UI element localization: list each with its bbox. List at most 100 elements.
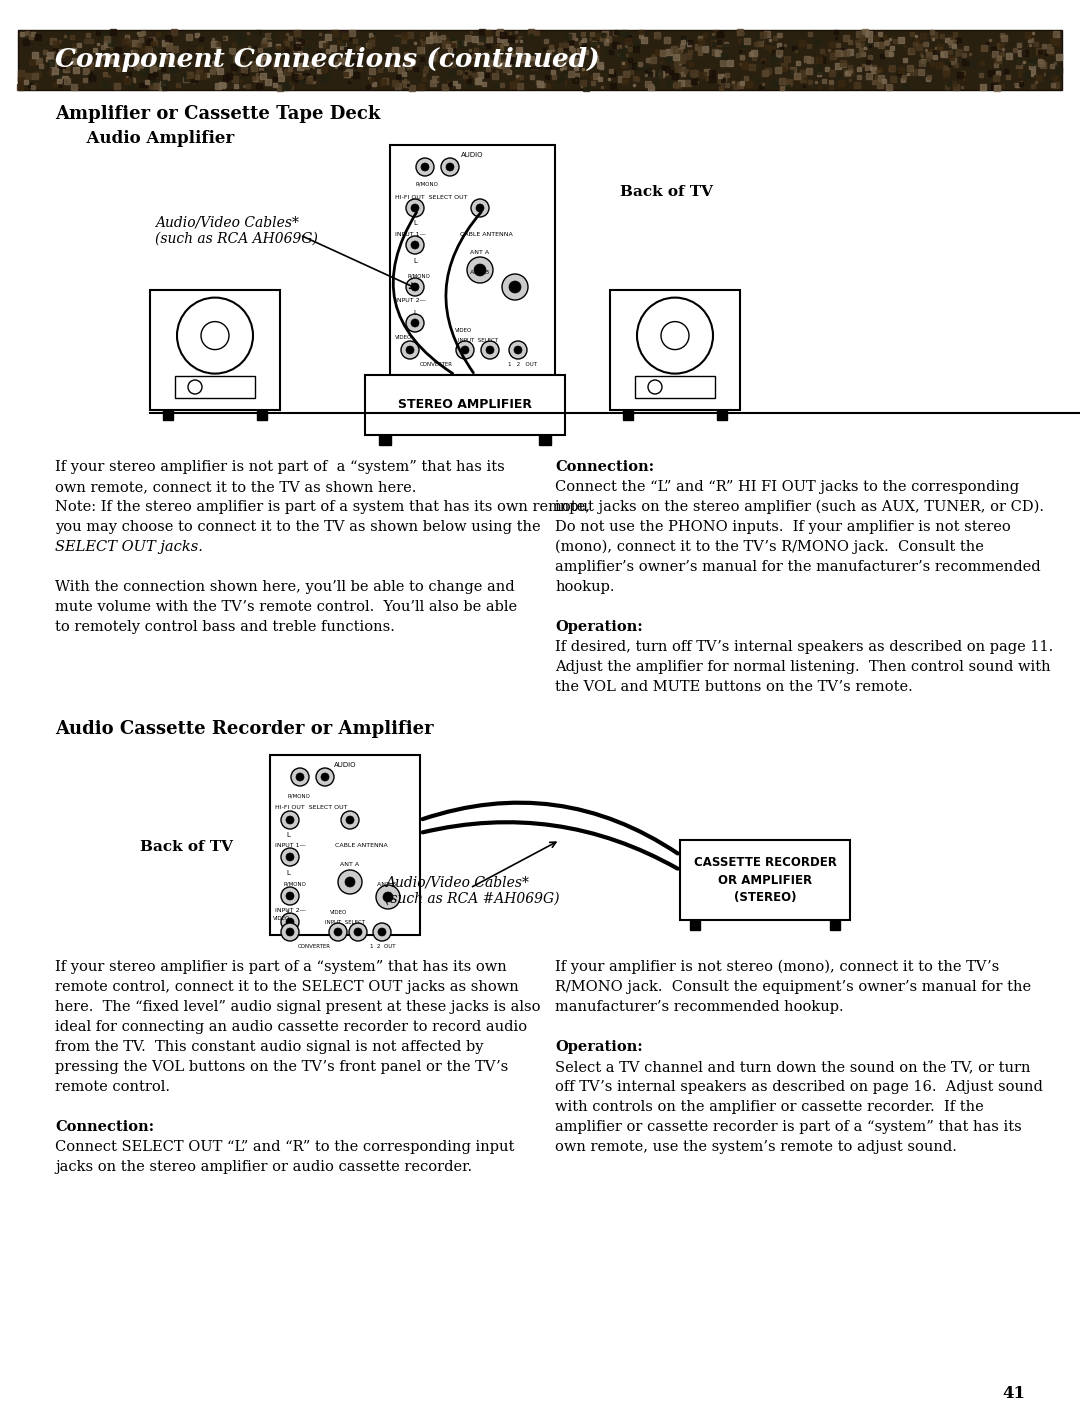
Circle shape (188, 380, 202, 395)
Text: Connect the “L” and “R” HI FI OUT jacks to the corresponding: Connect the “L” and “R” HI FI OUT jacks … (555, 480, 1020, 494)
Circle shape (411, 319, 419, 327)
Bar (150, 291, 280, 410)
Text: INPUT 1—: INPUT 1— (275, 842, 306, 848)
Circle shape (329, 922, 347, 941)
Text: Audio/Video Cables*
(such as RCA AH069G): Audio/Video Cables* (such as RCA AH069G) (156, 215, 318, 246)
Text: Back of TV: Back of TV (140, 840, 233, 854)
Circle shape (456, 341, 474, 359)
Circle shape (354, 928, 362, 936)
Circle shape (376, 885, 400, 908)
Bar (690, 920, 700, 929)
Circle shape (341, 812, 359, 828)
Text: VIDEO: VIDEO (273, 915, 291, 921)
Circle shape (416, 159, 434, 176)
Circle shape (349, 922, 367, 941)
Circle shape (281, 922, 299, 941)
Circle shape (177, 298, 253, 373)
Text: you may choose to connect it to the TV as shown below using the: you may choose to connect it to the TV a… (55, 519, 541, 534)
Circle shape (446, 163, 454, 171)
Circle shape (474, 264, 486, 277)
FancyArrowPatch shape (422, 823, 677, 869)
Text: L: L (286, 833, 289, 838)
Circle shape (471, 199, 489, 218)
Bar (365, 375, 565, 435)
Circle shape (378, 928, 386, 936)
Circle shape (296, 774, 303, 781)
Text: pressing the VOL buttons on the TV’s front panel or the TV’s: pressing the VOL buttons on the TV’s fro… (55, 1060, 509, 1074)
Text: VIDEO: VIDEO (455, 329, 472, 333)
Bar (163, 410, 173, 420)
Text: 1   2   OUT: 1 2 OUT (508, 362, 537, 366)
Text: remote control, connect it to the SELECT OUT jacks as shown: remote control, connect it to the SELECT… (55, 980, 518, 994)
FancyArrowPatch shape (422, 803, 678, 854)
Circle shape (334, 928, 342, 936)
Bar (635, 376, 715, 397)
FancyArrowPatch shape (446, 212, 482, 372)
Circle shape (411, 204, 419, 212)
Circle shape (406, 236, 424, 254)
Circle shape (286, 816, 294, 824)
Circle shape (637, 298, 713, 373)
Text: With the connection shown here, you’ll be able to change and: With the connection shown here, you’ll b… (55, 580, 515, 594)
Text: 1  2  OUT: 1 2 OUT (370, 943, 395, 949)
Circle shape (286, 854, 294, 861)
Text: If your stereo amplifier is not part of  a “system” that has its: If your stereo amplifier is not part of … (55, 461, 504, 475)
FancyArrowPatch shape (393, 212, 453, 373)
Circle shape (514, 345, 522, 354)
Text: Component Connections (continued): Component Connections (continued) (55, 48, 599, 73)
Text: L: L (413, 258, 417, 264)
Text: own remote, connect it to the TV as shown here.: own remote, connect it to the TV as show… (55, 480, 417, 494)
Text: Note: If the stereo amplifier is part of a system that has its own remote,: Note: If the stereo amplifier is part of… (55, 500, 590, 514)
Circle shape (291, 768, 309, 786)
Bar (379, 435, 391, 445)
Circle shape (476, 204, 484, 212)
Text: SELECT OUT jacks.: SELECT OUT jacks. (55, 541, 203, 555)
Text: Do not use the PHONO inputs.  If your amplifier is not stereo: Do not use the PHONO inputs. If your amp… (555, 519, 1011, 534)
Circle shape (661, 322, 689, 350)
Circle shape (467, 257, 492, 284)
Text: ANT B: ANT B (377, 882, 396, 887)
Text: CASSETTE RECORDER
OR AMPLIFIER
(STEREO): CASSETTE RECORDER OR AMPLIFIER (STEREO) (693, 856, 836, 904)
Text: VIDEO: VIDEO (395, 336, 413, 340)
Text: hookup.: hookup. (555, 580, 615, 594)
Text: L: L (413, 310, 417, 316)
Bar (831, 920, 840, 929)
Text: CONVERTER: CONVERTER (420, 362, 453, 366)
Circle shape (509, 341, 527, 359)
Circle shape (406, 345, 414, 354)
Circle shape (383, 892, 393, 901)
Circle shape (486, 345, 494, 354)
Text: off TV’s internal speakers as described on page 16.  Adjust sound: off TV’s internal speakers as described … (555, 1080, 1043, 1094)
Text: mute volume with the TV’s remote control.  You’ll also be able: mute volume with the TV’s remote control… (55, 600, 517, 614)
Text: CONVERTER: CONVERTER (298, 943, 330, 949)
Text: 41: 41 (1002, 1384, 1025, 1403)
Text: Adjust the amplifier for normal listening.  Then control sound with: Adjust the amplifier for normal listenin… (555, 660, 1051, 674)
Circle shape (281, 913, 299, 931)
Bar (390, 145, 555, 375)
Text: STEREO AMPLIFIER: STEREO AMPLIFIER (399, 399, 532, 411)
Bar (717, 410, 727, 420)
Text: remote control.: remote control. (55, 1080, 170, 1094)
Text: amplifier or cassette recorder is part of a “system” that has its: amplifier or cassette recorder is part o… (555, 1120, 1022, 1134)
Text: If desired, turn off TV’s internal speakers as described on page 11.: If desired, turn off TV’s internal speak… (555, 640, 1053, 654)
Circle shape (286, 892, 294, 900)
Text: Amplifier or Cassette Tape Deck: Amplifier or Cassette Tape Deck (55, 105, 380, 124)
Circle shape (421, 163, 429, 171)
Text: Audio Amplifier: Audio Amplifier (75, 131, 234, 147)
Text: Audio/Video Cables*
(such as RCA #AH069G): Audio/Video Cables* (such as RCA #AH069G… (384, 875, 559, 906)
Text: ANT B: ANT B (470, 270, 489, 275)
Text: HI-FI OUT  SELECT OUT: HI-FI OUT SELECT OUT (395, 195, 468, 199)
Circle shape (509, 281, 521, 293)
Bar (18, 29, 1062, 90)
Text: own remote, use the system’s remote to adjust sound.: own remote, use the system’s remote to a… (555, 1140, 957, 1154)
Circle shape (281, 887, 299, 906)
Circle shape (411, 241, 419, 249)
Bar (175, 376, 255, 397)
Text: jacks on the stereo amplifier or audio cassette recorder.: jacks on the stereo amplifier or audio c… (55, 1160, 472, 1174)
Text: AUDIO: AUDIO (334, 762, 356, 768)
Text: INPUT 2—: INPUT 2— (275, 908, 306, 913)
Circle shape (316, 768, 334, 786)
Circle shape (281, 848, 299, 866)
Text: input jacks on the stereo amplifier (such as AUX, TUNER, or CD).: input jacks on the stereo amplifier (suc… (555, 500, 1044, 514)
Text: to remotely control bass and treble functions.: to remotely control bass and treble func… (55, 621, 395, 635)
